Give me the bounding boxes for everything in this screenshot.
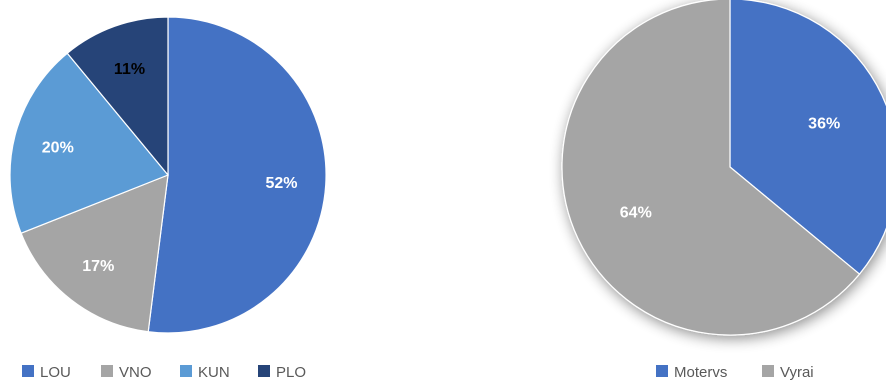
legend-label: Motervs bbox=[674, 364, 727, 381]
legend-label: VNO bbox=[119, 364, 152, 381]
pie-slice-motervs bbox=[729, 0, 886, 275]
pie-slice-kun bbox=[9, 52, 169, 234]
pie-slices bbox=[9, 16, 327, 334]
legend-item-vno: VNO bbox=[101, 364, 152, 381]
pie-slice-vyrai bbox=[561, 0, 861, 336]
legend-item-motervs: Motervs bbox=[656, 364, 727, 381]
legend-label: Vyrai bbox=[780, 364, 814, 381]
pie-chart-left: 52% 17% 20% 11% bbox=[9, 16, 327, 334]
pie-slice-lou bbox=[147, 16, 327, 334]
data-label-vno: 17% bbox=[82, 258, 114, 275]
pie-chart-right: 36% 64% bbox=[561, 0, 886, 336]
legend-item-lou: LOU bbox=[22, 364, 71, 381]
legend-swatch bbox=[180, 365, 192, 377]
pie-slices bbox=[561, 0, 886, 336]
legend-label: KUN bbox=[198, 364, 230, 381]
pie-slice-vno bbox=[20, 174, 169, 333]
legend-swatch bbox=[22, 365, 34, 377]
data-label-motervs: 36% bbox=[808, 116, 840, 133]
legend-label: PLO bbox=[276, 364, 306, 381]
data-label-lou: 52% bbox=[265, 175, 297, 192]
legend-item-kun: KUN bbox=[180, 364, 230, 381]
legend-label: LOU bbox=[40, 364, 71, 381]
legend-item-vyrai: Vyrai bbox=[762, 364, 814, 381]
data-label-vyrai: 64% bbox=[620, 204, 652, 221]
legend-swatch bbox=[762, 365, 774, 377]
legend-left: LOU VNO KUN PLO bbox=[22, 364, 306, 381]
data-label-kun: 20% bbox=[42, 140, 74, 157]
legend-swatch bbox=[656, 365, 668, 377]
legend-item-plo: PLO bbox=[258, 364, 306, 381]
legend-right: Motervs Vyrai bbox=[656, 364, 814, 381]
data-label-plo: 11% bbox=[114, 61, 145, 78]
pie-slice-plo bbox=[66, 16, 169, 177]
legend-swatch bbox=[258, 365, 270, 377]
legend-swatch bbox=[101, 365, 113, 377]
